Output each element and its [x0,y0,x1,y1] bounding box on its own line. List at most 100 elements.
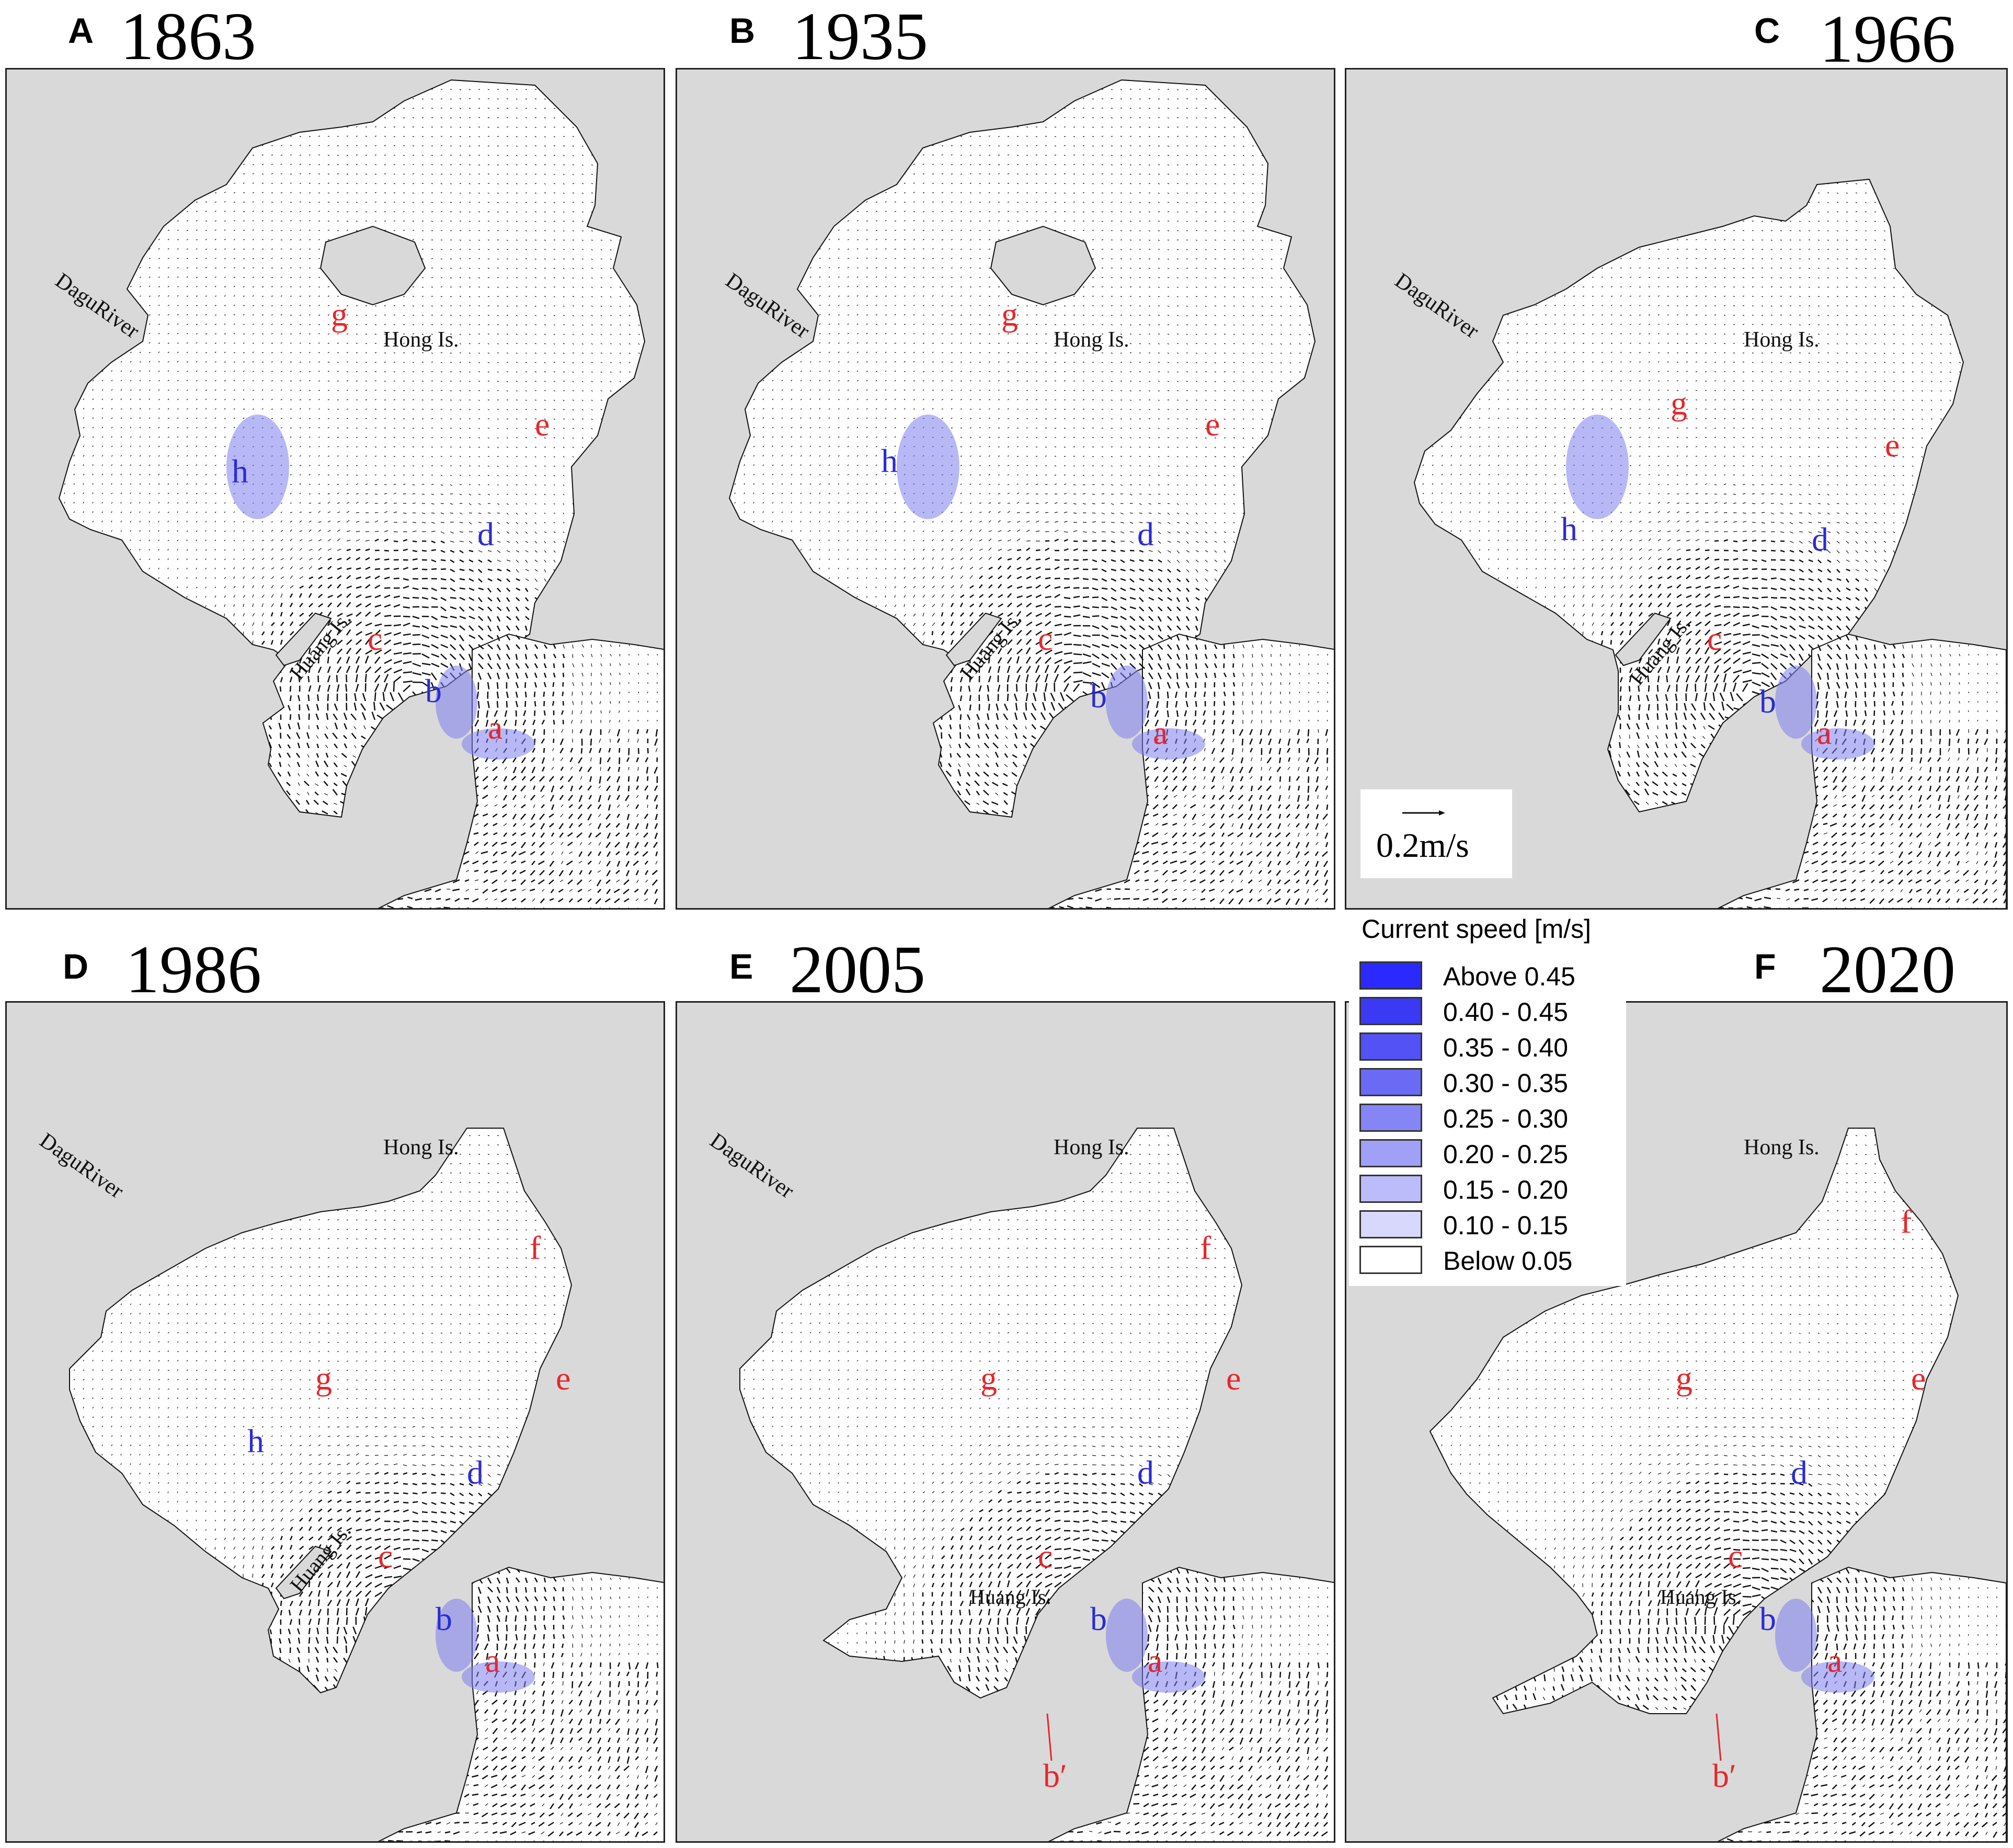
fast-current-zone [436,1599,535,1693]
harbor-water [1048,633,1334,908]
legend-label: 0.25 - 0.30 [1443,1104,1568,1134]
legend-swatch [1359,1246,1422,1274]
region-label-h: h [232,453,248,490]
region-label-h: h [1561,510,1577,547]
legend-item: 0.40 - 0.45 [1354,995,1626,1027]
region-label-b: b [436,1600,452,1637]
region-label-e: e [1885,427,1900,464]
region-label-g: g [315,1360,332,1397]
hong-island-shape [990,225,1096,306]
dagu-river-label: DaguRiver [705,1129,798,1203]
panel-year: 1986 [125,931,261,1009]
legend-item: 0.15 - 0.20 [1354,1173,1626,1205]
region-label-c: c [368,620,382,657]
huang-island-label: Huang Is. [970,1585,1051,1609]
region-label-b: b [1759,1600,1776,1637]
legend-item: 0.10 - 0.15 [1354,1208,1626,1241]
legend-item: 0.20 - 0.25 [1354,1137,1626,1169]
region-label-b: b [1090,678,1107,715]
panel-year: 2005 [790,931,925,1009]
region-label-g: g [1671,385,1687,422]
legend-label: 0.30 - 0.35 [1443,1068,1568,1098]
legend-item: 0.35 - 0.40 [1354,1030,1626,1063]
legend-label: 0.20 - 0.25 [1443,1139,1568,1169]
legend-swatch [1359,1210,1422,1238]
panel-year: 1966 [1820,0,1955,78]
bay-map: f g e d cb a b′ DaguRiver Hong Is. Huang Is. [705,1128,1334,1841]
region-label-c: c [378,1537,393,1575]
bay-water [58,79,646,818]
dagu-river-label: DaguRiver [1390,269,1483,343]
legend-swatch [1359,997,1422,1025]
fast-current-zone [1566,415,1874,760]
huang-island-shape [275,612,332,667]
legend-swatch [1359,1139,1422,1167]
scale-arrow-icon [1402,810,1445,816]
harbor-water [1717,1566,2006,1841]
huang-island-shape [1615,612,1672,667]
legend-swatch [1359,1104,1422,1132]
region-label-c: c [1038,1537,1053,1575]
scale-bar-label: 0.2m/s [1376,826,1469,866]
region-label-a: a [1817,714,1832,751]
panel-letter: B [729,10,755,51]
region-label-a: a [1827,1642,1842,1679]
region-label-a: a [1153,714,1168,751]
bay-water [1429,1128,1959,1715]
current-map-panel: g h e d c b a DaguRiver Hong Is. Huang Is. [676,68,1335,910]
region-label-d: d [477,515,494,553]
current-speed-legend: Current speed [m/s] Above 0.45 0.40 - 0.4… [1349,910,1626,1286]
region-label-e: e [556,1360,570,1397]
region-label-g: g [980,1360,997,1397]
legend-label: 0.35 - 0.40 [1443,1032,1568,1063]
hong-island-label: Hong Is. [1054,328,1129,352]
legend-label: Above 0.45 [1443,961,1575,992]
panel-year: 2020 [1820,931,1955,1009]
current-map-panel: f g h e d c b a DaguRiver Hong Is. Huang Is. [5,1001,665,1843]
panel-letter: D [63,946,88,987]
region-label-f: f [530,1229,541,1266]
region-label-b: b [1090,1600,1107,1637]
panel-year: 1935 [792,0,928,76]
hong-island-label: Hong Is. [383,328,459,352]
legend-label: 0.10 - 0.15 [1443,1210,1568,1241]
region-label-e: e [1911,1360,1926,1397]
panel-year: 1863 [120,0,256,76]
current-map-panel: g h e d c b a DaguRiver Hong Is. Huang Is. [1345,68,2008,910]
region-label-a: a [488,709,502,746]
legend-swatch [1359,1175,1422,1203]
legend-label: Below 0.05 [1443,1246,1572,1276]
region-label-e: e [535,406,550,443]
region-label-g: g [1676,1360,1692,1397]
dagu-river-label: DaguRiver [51,269,143,343]
current-map-panel: g h e d c b a DaguRiver Hong Is. Huang Is. [5,68,665,910]
legend-title: Current speed [m/s] [1362,914,1591,944]
hong-island-label: Hong Is. [1744,1135,1820,1160]
legend-swatch [1359,961,1422,990]
region-label-d: d [1812,521,1828,558]
harbor-water [378,633,664,908]
legend-swatch [1359,1032,1422,1061]
region-label-h: h [247,1422,264,1460]
fast-current-zone [1106,1599,1205,1693]
dagu-river-label: DaguRiver [721,269,814,343]
region-label-bp: b′ [1043,1757,1067,1794]
legend-item: Below 0.05 [1354,1244,1626,1276]
region-label-g: g [1001,296,1018,333]
region-label-a: a [485,1642,500,1679]
region-label-b: b [425,672,442,709]
region-label-b: b [1759,683,1776,720]
bay-water [739,1128,1243,1699]
bay-water [69,1128,573,1694]
scale-bar: 0.2m/s [1360,789,1512,878]
huang-island-label: Huang Is. [1660,1585,1742,1609]
section-line [1046,1713,1053,1761]
hong-island-label: Hong Is. [1744,328,1820,352]
hong-island-label: Hong Is. [1054,1135,1129,1160]
region-label-c: c [1038,620,1053,657]
panel-letter: E [729,946,753,987]
dagu-river-label: DaguRiver [35,1129,128,1203]
